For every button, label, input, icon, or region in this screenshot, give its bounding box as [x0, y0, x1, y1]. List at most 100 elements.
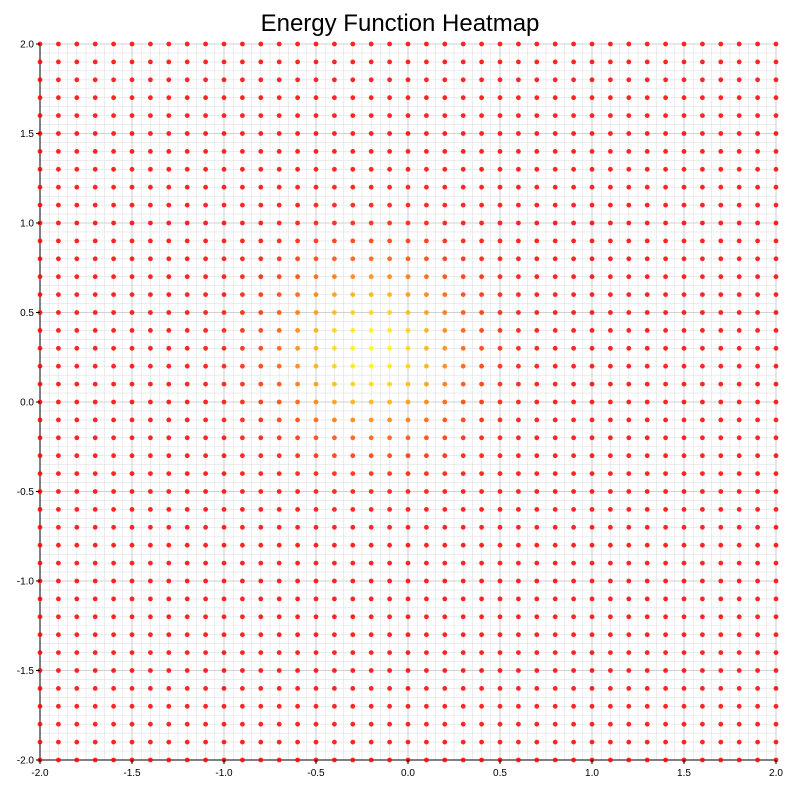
data-point: [681, 471, 687, 476]
data-point: [755, 703, 760, 709]
data-point: [497, 220, 503, 226]
data-point: [773, 632, 779, 638]
data-point: [332, 686, 337, 691]
data-point: [700, 256, 705, 262]
data-point: [350, 632, 356, 638]
data-point: [387, 650, 392, 655]
data-point: [295, 292, 300, 297]
data-point: [644, 292, 650, 297]
data-point: [663, 417, 668, 423]
data-point: [332, 328, 337, 333]
data-point: [497, 166, 503, 172]
data-point: [681, 274, 687, 280]
data-point: [773, 668, 779, 673]
data-point: [276, 489, 282, 494]
data-point: [552, 524, 558, 530]
data-point: [387, 381, 392, 387]
data-point: [276, 131, 282, 136]
data-point: [166, 399, 172, 405]
data-point: [92, 542, 98, 548]
data-point: [700, 41, 705, 47]
data-point: [552, 131, 558, 136]
data-point: [129, 131, 135, 136]
data-point: [773, 345, 779, 351]
data-point: [608, 220, 613, 226]
data-point: [589, 59, 595, 65]
data-point: [736, 489, 742, 494]
data-point: [332, 149, 337, 154]
data-point: [700, 310, 705, 315]
data-point: [129, 184, 135, 190]
data-point: [240, 256, 245, 262]
data-point: [405, 274, 411, 280]
data-point: [718, 59, 724, 65]
data-point: [387, 721, 392, 727]
data-point: [534, 471, 540, 476]
data-point: [148, 703, 153, 709]
data-point: [332, 274, 337, 280]
data-point: [368, 381, 374, 387]
data-point: [608, 238, 613, 244]
data-point: [92, 435, 98, 441]
data-point: [37, 721, 43, 727]
data-point: [442, 721, 448, 727]
data-point: [571, 757, 576, 763]
data-point: [111, 381, 116, 387]
data-point: [111, 95, 116, 101]
data-point: [700, 650, 705, 655]
data-point: [166, 381, 172, 387]
data-point: [203, 41, 209, 47]
data-point: [497, 489, 503, 494]
data-point: [589, 238, 595, 244]
data-point: [221, 328, 227, 333]
data-point: [74, 650, 80, 655]
data-point: [258, 614, 264, 620]
data-point: [387, 542, 392, 548]
data-point: [313, 686, 319, 691]
data-point: [184, 41, 190, 47]
data-point: [460, 381, 466, 387]
data-point: [258, 59, 264, 65]
data-point: [350, 345, 356, 351]
data-point: [755, 220, 760, 226]
data-point: [626, 489, 632, 494]
data-point: [74, 524, 80, 530]
data-point: [148, 77, 153, 83]
data-point: [184, 59, 190, 65]
data-point: [276, 668, 282, 673]
data-point: [626, 524, 632, 530]
data-point: [56, 739, 61, 745]
data-point: [313, 381, 319, 387]
data-point: [203, 149, 209, 154]
data-point: [350, 399, 356, 405]
data-point: [240, 310, 245, 315]
data-point: [92, 399, 98, 405]
data-point: [332, 184, 337, 190]
data-point: [221, 435, 227, 441]
data-point: [460, 417, 466, 423]
data-point: [460, 739, 466, 745]
data-point: [626, 41, 632, 47]
data-point: [644, 77, 650, 83]
data-point: [700, 507, 705, 512]
data-point: [74, 381, 80, 387]
data-point: [736, 113, 742, 118]
data-point: [424, 542, 429, 548]
data-point: [313, 292, 319, 297]
data-point: [681, 363, 687, 369]
data-point: [56, 417, 61, 423]
data-point: [129, 274, 135, 280]
data-point: [166, 274, 172, 280]
data-point: [387, 166, 392, 172]
data-point: [755, 686, 760, 691]
data-point: [74, 614, 80, 620]
data-point: [332, 310, 337, 315]
data-point: [368, 131, 374, 136]
data-point: [332, 220, 337, 226]
data-point: [479, 686, 484, 691]
data-point: [166, 507, 172, 512]
data-point: [755, 632, 760, 638]
data-point: [589, 399, 595, 405]
data-point: [718, 274, 724, 280]
data-point: [258, 41, 264, 47]
